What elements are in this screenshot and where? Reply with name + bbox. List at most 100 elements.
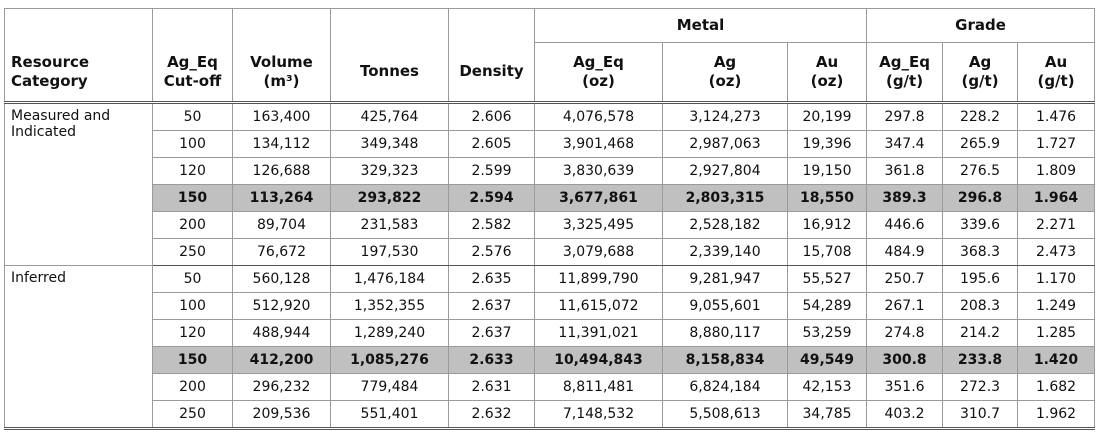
header-cell (448, 8, 535, 43)
table-header: Metal Grade Resource Category Ag_Eq Cut-o… (4, 8, 1096, 104)
data-cell: 2.473 (1017, 238, 1096, 266)
data-cell: 197,530 (330, 238, 449, 266)
data-row: 150 412,200 1,085,276 2.633 10,494,843 8,158,… (5, 346, 1096, 374)
data-cell: 231,583 (330, 211, 449, 239)
data-cell: 49,549 (786, 346, 868, 374)
data-cell: 233.8 (942, 346, 1019, 374)
data-cell: 150 (152, 184, 233, 212)
column-header: Ag (g/t) (942, 42, 1019, 104)
data-cell: 126,688 (232, 157, 331, 185)
data-cell: 484.9 (866, 238, 944, 266)
data-cell: 1.285 (1017, 319, 1096, 347)
data-cell: 2.599 (448, 157, 535, 185)
data-cell: 296.8 (942, 184, 1019, 212)
data-cell: 200 (152, 373, 233, 401)
data-cell: 50 (152, 265, 233, 293)
data-cell: 3,079,688 (534, 238, 663, 266)
column-header: Resource Category (4, 42, 153, 104)
data-cell: 1.682 (1017, 373, 1096, 401)
data-cell: 361.8 (866, 157, 944, 185)
data-cell: 120 (152, 157, 233, 185)
data-cell: 3,325,495 (534, 211, 663, 239)
data-cell: 1,476,184 (330, 265, 449, 293)
data-cell: 53,259 (786, 319, 868, 347)
data-row: 100 134,112 349,348 2.605 3,901,468 2,987,063… (5, 130, 1096, 158)
data-cell: 779,484 (330, 373, 449, 401)
data-cell: 267.1 (866, 292, 944, 320)
data-cell: 2,987,063 (662, 130, 788, 158)
data-cell: 368.3 (942, 238, 1019, 266)
data-cell: 150 (152, 346, 233, 374)
data-cell: 113,264 (232, 184, 331, 212)
data-cell: 11,899,790 (534, 265, 663, 293)
data-cell: 50 (152, 102, 233, 131)
header-row: Resource Category Ag_Eq Cut-off Volume (m³… (4, 42, 1096, 104)
data-cell: 11,615,072 (534, 292, 663, 320)
data-cell: 272.3 (942, 373, 1019, 401)
data-row: 120 488,944 1,289,240 2.637 11,391,021 8,880,… (5, 319, 1096, 347)
data-cell: 120 (152, 319, 233, 347)
data-cell: 7,148,532 (534, 400, 663, 429)
data-cell: 276.5 (942, 157, 1019, 185)
data-cell: 195.6 (942, 265, 1019, 293)
column-header: Density (448, 42, 535, 104)
data-cell: 488,944 (232, 319, 331, 347)
data-cell: 8,880,117 (662, 319, 788, 347)
data-cell: 293,822 (330, 184, 449, 212)
data-row: 100 512,920 1,352,355 2.637 11,615,072 9,055,… (5, 292, 1096, 320)
data-cell: 89,704 (232, 211, 331, 239)
data-cell: 20,199 (786, 102, 868, 131)
data-cell: 329,323 (330, 157, 449, 185)
data-cell: 8,158,834 (662, 346, 788, 374)
data-cell: 10,494,843 (534, 346, 663, 374)
data-row: 150 113,264 293,822 2.594 3,677,861 2,803,315… (5, 184, 1096, 212)
data-cell: 100 (152, 130, 233, 158)
data-cell: 412,200 (232, 346, 331, 374)
data-cell: 1,352,355 (330, 292, 449, 320)
data-cell: 214.2 (942, 319, 1019, 347)
data-cell: 42,153 (786, 373, 868, 401)
data-cell: 5,508,613 (662, 400, 788, 429)
column-header: Ag_Eq Cut-off (152, 42, 233, 104)
data-cell: 300.8 (866, 346, 944, 374)
data-cell: 297.8 (866, 102, 944, 131)
data-cell: 403.2 (866, 400, 944, 429)
data-cell: 339.6 (942, 211, 1019, 239)
data-cell: 512,920 (232, 292, 331, 320)
table-body: Measured and Indicated 50 163,400 425,764 2.… (4, 102, 1096, 429)
data-cell: 1.964 (1017, 184, 1096, 212)
data-cell: 134,112 (232, 130, 331, 158)
data-row: 120 126,688 329,323 2.599 3,830,639 2,927,804… (5, 157, 1096, 185)
data-cell: 2.271 (1017, 211, 1096, 239)
column-header: Ag (oz) (662, 42, 788, 104)
data-cell: 54,289 (786, 292, 868, 320)
data-cell: 265.9 (942, 130, 1019, 158)
data-cell: 2,803,315 (662, 184, 788, 212)
column-header: Tonnes (330, 42, 449, 104)
data-cell: 76,672 (232, 238, 331, 266)
data-cell: 3,677,861 (534, 184, 663, 212)
resource-table: Metal Grade Resource Category Ag_Eq Cut-o… (4, 8, 1096, 430)
data-cell: 296,232 (232, 373, 331, 401)
data-cell: 2.576 (448, 238, 535, 266)
data-cell: 8,811,481 (534, 373, 663, 401)
data-cell: 3,901,468 (534, 130, 663, 158)
data-cell: 1,289,240 (330, 319, 449, 347)
data-cell: 9,055,601 (662, 292, 788, 320)
group-header: Metal (533, 8, 868, 43)
data-cell: 2,927,804 (662, 157, 788, 185)
group-header: Grade (866, 8, 1096, 43)
data-cell: 2.606 (448, 102, 535, 131)
data-row: 200 89,704 231,583 2.582 3,325,495 2,528,182 1… (5, 211, 1096, 239)
data-cell: 15,708 (786, 238, 868, 266)
column-header: Ag_Eq (oz) (534, 42, 663, 104)
data-cell: 2.632 (448, 400, 535, 429)
column-header: Volume (m³) (232, 42, 331, 104)
data-cell: 310.7 (942, 400, 1019, 429)
data-cell: 163,400 (232, 102, 331, 131)
data-cell: 3,830,639 (534, 157, 663, 185)
data-cell: 2.605 (448, 130, 535, 158)
data-cell: 2.631 (448, 373, 535, 401)
category-cell: Measured and Indicated (4, 102, 153, 266)
